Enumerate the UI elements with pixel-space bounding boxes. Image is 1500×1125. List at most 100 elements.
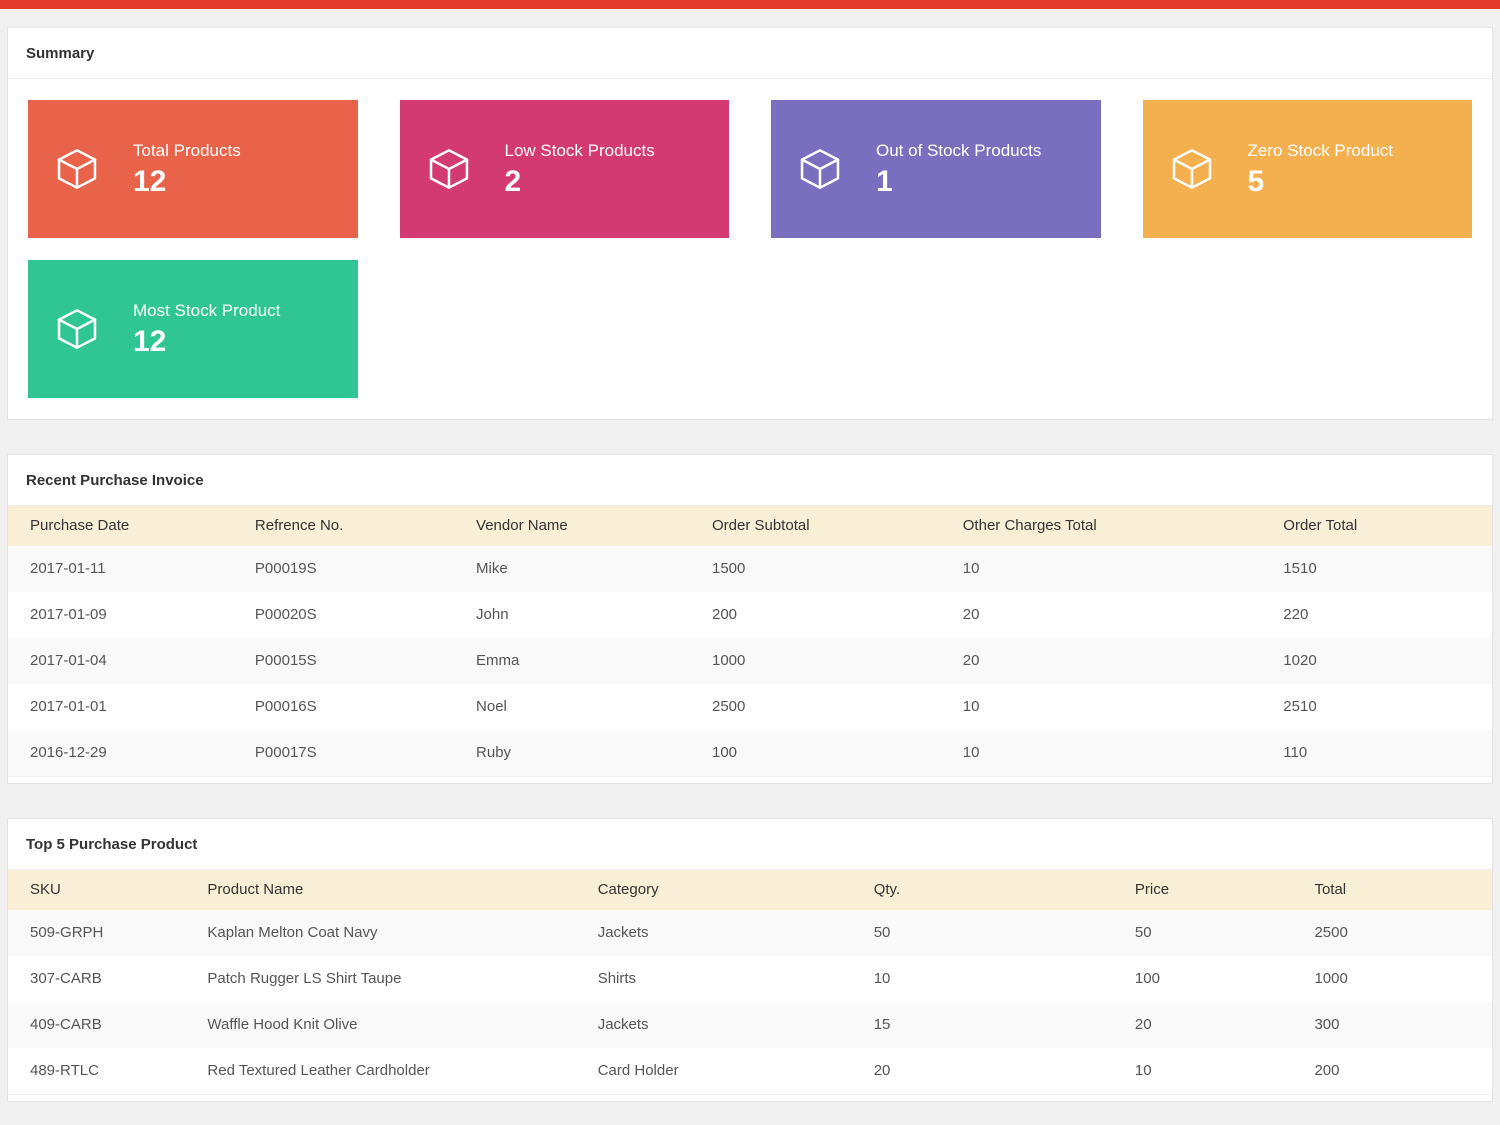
table-row: 307-CARB Patch Rugger LS Shirt Taupe Shirt…	[8, 956, 1492, 1002]
table-cell: 20	[962, 606, 980, 623]
table-cell: John	[476, 606, 509, 623]
table-row: 2017-01-01 P00016S Noel 2500 10 2510	[8, 684, 1492, 730]
table-header-row: SKU Product Name Category Qty. Price Total	[8, 870, 1492, 910]
card-body: Most Stock Product 12	[133, 300, 280, 357]
table-cell: 220	[1283, 606, 1309, 623]
table-cell: 50	[873, 924, 891, 941]
column-header: Vendor Name	[468, 506, 704, 546]
table-cell: 110	[1283, 744, 1308, 761]
table-cell: 10	[962, 744, 980, 761]
table-row: 2017-01-11 P00019S Mike 1500 10 1510	[8, 546, 1492, 592]
card-label: Most Stock Product	[133, 301, 281, 321]
table-cell: Card Holder	[597, 1062, 679, 1079]
table-cell: Kaplan Melton Coat Navy	[207, 924, 378, 941]
table-cell: 2510	[1283, 698, 1317, 715]
table-cell: Patch Rugger LS Shirt Taupe	[207, 970, 402, 987]
table-cell: 307-CARB	[30, 970, 102, 987]
column-header: Refrence No.	[246, 506, 469, 546]
table-cell: Jackets	[597, 1016, 649, 1033]
card-value: 2	[504, 164, 522, 198]
column-header: Product Name	[199, 870, 590, 910]
table-row: 409-CARB Waffle Hood Knit Olive Jackets 15 2…	[8, 1002, 1492, 1048]
table-cell: P00019S	[254, 560, 317, 577]
summary-card-0: Total Products 12	[28, 100, 358, 238]
table-cell: 20	[873, 1062, 891, 1079]
table-cell: 2017-01-04	[30, 652, 107, 669]
column-header: Price	[1126, 870, 1307, 910]
table-cell: 300	[1314, 1016, 1340, 1033]
cube-icon	[1169, 146, 1215, 192]
summary-card-3: Zero Stock Product 5	[1142, 100, 1472, 238]
table-cell: P00020S	[254, 606, 317, 623]
top-purchase-product-panel: Top 5 Purchase Product SKU Product Name Ca…	[7, 818, 1493, 1102]
column-header: Purchase Date	[8, 506, 247, 546]
panel-title: Summary	[8, 28, 1492, 79]
table-cell: Ruby	[476, 744, 512, 761]
column-header: SKU	[8, 870, 200, 910]
table-cell: Shirts	[597, 970, 637, 987]
table-cell: P00017S	[254, 744, 317, 761]
table-cell: 2017-01-01	[30, 698, 107, 715]
table-cell: P00016S	[254, 698, 317, 715]
table-cell: 2017-01-11	[30, 560, 106, 577]
table-cell: 10	[962, 698, 980, 715]
card-label: Out of Stock Products	[876, 141, 1042, 161]
table-cell: 2500	[711, 698, 746, 715]
card-label: Zero Stock Product	[1247, 141, 1394, 161]
panel-title: Top 5 Purchase Product	[8, 819, 1492, 870]
table-cell: 10	[1134, 1062, 1152, 1079]
table-row: 2016-12-29 P00017S Ruby 100 10 110	[8, 730, 1492, 777]
column-header: Order Subtotal	[703, 506, 955, 546]
table-cell: 1510	[1283, 560, 1317, 577]
card-label: Total Products	[133, 141, 241, 161]
card-body: Zero Stock Product 5	[1248, 140, 1394, 197]
column-header: Order Total	[1275, 506, 1492, 546]
table-cell: 409-CARB	[30, 1016, 102, 1033]
table-cell: Noel	[476, 698, 507, 715]
table-row: 2017-01-04 P00015S Emma 1000 20 1020	[8, 638, 1492, 684]
table-cell: 1000	[711, 652, 746, 669]
table-cell: Emma	[476, 652, 520, 669]
table-cell: 10	[962, 560, 980, 577]
table-cell: Waffle Hood Knit Olive	[207, 1016, 358, 1033]
table-cell: 2016-12-29	[30, 744, 107, 761]
table-cell: 15	[873, 1016, 891, 1033]
table-header-row: Purchase Date Refrence No. Vendor Name Orde…	[8, 506, 1492, 546]
card-body: Total Products 12	[133, 140, 241, 197]
card-value: 12	[133, 164, 167, 198]
table-cell: 20	[1134, 1016, 1152, 1033]
table-cell: 509-GRPH	[30, 924, 104, 941]
summary-card-2: Out of Stock Products 1	[771, 100, 1101, 238]
table-cell: P00015S	[254, 652, 317, 669]
recent-purchase-invoice-panel: Recent Purchase Invoice Purchase Date Ref…	[7, 454, 1493, 784]
table-cell: Jackets	[597, 924, 649, 941]
top-navbar-edge	[0, 0, 1500, 9]
table-cell: 20	[962, 652, 980, 669]
card-value: 5	[1247, 164, 1265, 198]
table-cell: 1500	[711, 560, 746, 577]
table-cell: 489-RTLC	[30, 1062, 99, 1079]
table-row: 509-GRPH Kaplan Melton Coat Navy Jackets 50…	[8, 910, 1492, 956]
summary-card-1: Low Stock Products 2	[399, 100, 729, 238]
cube-icon	[54, 306, 100, 352]
table-row: 2017-01-09 P00020S John 200 20 220	[8, 592, 1492, 638]
card-body: Out of Stock Products 1	[876, 140, 1041, 197]
card-body: Low Stock Products 2	[505, 140, 655, 197]
table-cell: 200	[711, 606, 738, 623]
table-cell: 2017-01-09	[30, 606, 107, 623]
card-value: 1	[876, 164, 893, 198]
cube-icon	[54, 146, 100, 192]
column-header: Qty.	[865, 870, 1127, 910]
card-value: 12	[133, 324, 167, 358]
table-cell: Mike	[476, 560, 508, 577]
cube-icon	[426, 146, 472, 192]
recent-purchase-invoice-table: Purchase Date Refrence No. Vendor Name Orde…	[8, 506, 1492, 777]
card-label: Low Stock Products	[504, 141, 655, 161]
panel-title: Recent Purchase Invoice	[8, 455, 1492, 506]
table-cell: 200	[1314, 1062, 1340, 1079]
table-row: 489-RTLC Red Textured Leather Cardholder C…	[8, 1048, 1492, 1095]
table-cell: 10	[873, 970, 891, 987]
table-cell: 50	[1134, 924, 1152, 941]
table-cell: 1000	[1314, 970, 1348, 987]
table-cell: Red Textured Leather Cardholder	[207, 1062, 430, 1079]
